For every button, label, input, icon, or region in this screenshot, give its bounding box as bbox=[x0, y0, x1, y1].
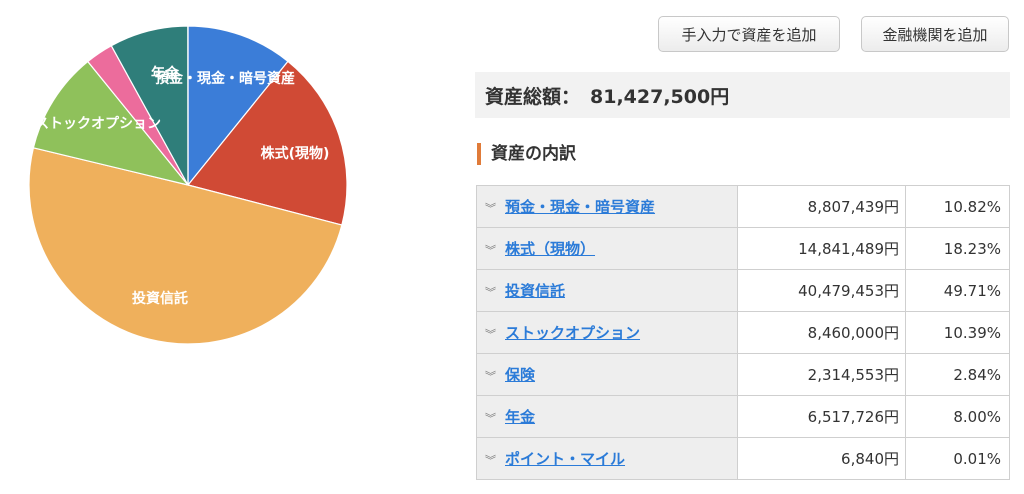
chevron-down-icon[interactable]: ︾ bbox=[485, 412, 496, 425]
amount-cell: 6,517,726円 bbox=[737, 395, 906, 438]
amount-cell: 6,840円 bbox=[737, 437, 906, 480]
add-institution-button[interactable]: 金融機関を追加 bbox=[861, 16, 1009, 52]
percent-cell: 8.00% bbox=[905, 395, 1010, 438]
pie-slice bbox=[28, 147, 343, 345]
table-row: ︾ ポイント・マイル 6,840円 0.01% bbox=[476, 437, 1010, 480]
pie-slice-label: 株式(現物) bbox=[261, 145, 330, 162]
pie-slice bbox=[32, 60, 190, 186]
table-row: ︾ 預金・現金・暗号資産 8,807,439円 10.82% bbox=[476, 185, 1010, 228]
asset-breakdown-table: ︾ 預金・現金・暗号資産 8,807,439円 10.82% ︾ 株式（現物） 14… bbox=[476, 185, 1010, 480]
chevron-down-icon[interactable]: ︾ bbox=[485, 454, 496, 467]
table-row: ︾ 保険 2,314,553円 2.84% bbox=[476, 353, 1010, 396]
category-link[interactable]: ポイント・マイル bbox=[505, 450, 626, 468]
pie-slice-label: 年金 bbox=[151, 65, 180, 82]
total-assets-bar: 資産総額： 81,427,500円 bbox=[475, 72, 1010, 118]
table-row: ︾ ストックオプション 8,460,000円 10.39% bbox=[476, 311, 1010, 354]
chevron-down-icon[interactable]: ︾ bbox=[485, 370, 496, 383]
add-manual-asset-button[interactable]: 手入力で資産を追加 bbox=[658, 16, 840, 52]
pie-slice bbox=[187, 25, 289, 187]
category-link[interactable]: 年金 bbox=[505, 408, 536, 426]
chevron-down-icon[interactable]: ︾ bbox=[485, 244, 496, 257]
category-link[interactable]: 保険 bbox=[505, 366, 536, 384]
pie-slice bbox=[186, 60, 348, 226]
category-link[interactable]: 投資信託 bbox=[505, 282, 566, 300]
category-link[interactable]: 株式（現物） bbox=[505, 240, 596, 258]
chevron-down-icon[interactable]: ︾ bbox=[485, 328, 496, 341]
percent-cell: 10.39% bbox=[905, 311, 1010, 354]
percent-cell: 49.71% bbox=[905, 269, 1010, 312]
pie-slice-label: 預金・現金・暗号資産 bbox=[155, 70, 295, 87]
pie-slice-label: 投資信託 bbox=[132, 290, 188, 307]
amount-cell: 8,807,439円 bbox=[737, 185, 906, 228]
chevron-down-icon[interactable]: ︾ bbox=[485, 202, 496, 215]
table-row: ︾ 株式（現物） 14,841,489円 18.23% bbox=[476, 227, 1010, 270]
category-link[interactable]: ストックオプション bbox=[505, 324, 641, 342]
chevron-down-icon[interactable]: ︾ bbox=[485, 286, 496, 299]
percent-cell: 0.01% bbox=[905, 437, 1010, 480]
total-assets-label: 資産総額： bbox=[485, 85, 581, 108]
percent-cell: 18.23% bbox=[905, 227, 1010, 270]
table-row: ︾ 年金 6,517,726円 8.00% bbox=[476, 395, 1010, 438]
total-assets-value: 81,427,500円 bbox=[590, 85, 730, 108]
breakdown-heading: 資産の内訳 bbox=[477, 143, 576, 165]
percent-cell: 2.84% bbox=[905, 353, 1010, 396]
amount-cell: 2,314,553円 bbox=[737, 353, 906, 396]
pie-slice-label: ストックオプション bbox=[35, 116, 161, 132]
amount-cell: 40,479,453円 bbox=[737, 269, 906, 312]
amount-cell: 8,460,000円 bbox=[737, 311, 906, 354]
amount-cell: 14,841,489円 bbox=[737, 227, 906, 270]
table-row: ︾ 投資信託 40,479,453円 49.71% bbox=[476, 269, 1010, 312]
percent-cell: 10.82% bbox=[905, 185, 1010, 228]
category-link[interactable]: 預金・現金・暗号資産 bbox=[505, 198, 656, 216]
